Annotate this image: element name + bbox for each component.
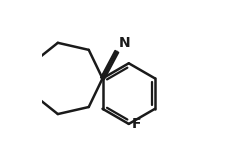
Text: N: N xyxy=(119,36,130,50)
Text: F: F xyxy=(132,117,141,131)
